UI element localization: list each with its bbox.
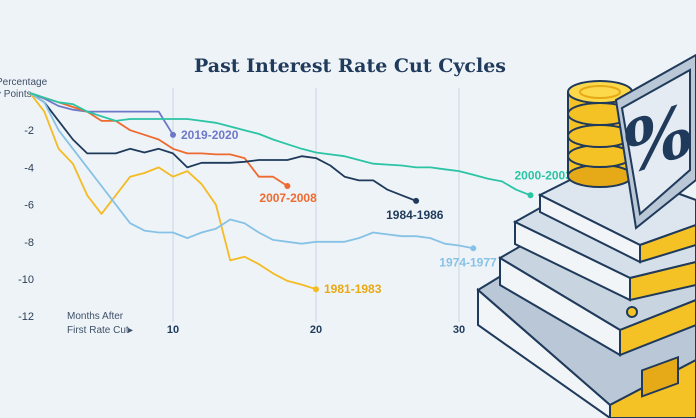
series-line-2019-2020 [29, 92, 174, 136]
y-axis-label-line-2: ▾ Points [0, 89, 32, 100]
series-end-point-1981-1983 [313, 286, 319, 293]
books-coins-illustration: % [476, 53, 696, 418]
series-labels: 2019-2020 2007-2008 1984-1986 1981-1983 1974… [181, 128, 572, 296]
series-end-point-2000-2003 [527, 192, 534, 199]
series-end-point-1974-1977 [470, 245, 477, 252]
chart-title: Past Interest Rate Cut Cycles [194, 55, 506, 77]
x-axis-label-line-2: First Rate Cut [67, 325, 129, 336]
y-tick-label--10: -10 [18, 274, 34, 286]
coin-top-inner [579, 85, 621, 99]
series-line-1984-1986 [29, 92, 417, 202]
series-line-2007-2008 [29, 92, 288, 187]
series-group [29, 92, 534, 293]
series-line-1974-1977 [29, 92, 474, 250]
book-bottom-pages [477, 287, 611, 418]
y-tick-label--2: -2 [24, 125, 34, 137]
x-tick-label-30: 30 [453, 324, 465, 336]
y-tick-label--4: -4 [24, 162, 34, 174]
x-tick-label-10: 10 [167, 324, 179, 336]
y-tick-label--8: -8 [24, 237, 34, 249]
series-label-2019-2020: 2019-2020 [181, 128, 239, 142]
grid [172, 88, 460, 322]
book-middle-spine [619, 298, 696, 357]
y-axis-label-line-1: Percentage [0, 77, 48, 88]
x-axis-label-line-1: Months After [67, 311, 124, 322]
coin-ring-1 [567, 164, 633, 188]
book-top-spine [639, 223, 696, 264]
series-label-1984-1986: 1984-1986 [386, 208, 444, 222]
y-tick-label--6: -6 [24, 200, 34, 212]
series-line-1981-1983 [29, 92, 317, 291]
series-end-point-1984-1986 [413, 197, 420, 204]
percent-block-face [620, 68, 691, 216]
series-end-point-2019-2020 [170, 131, 176, 138]
book-middle-knob [626, 306, 638, 318]
book-upper-spine [629, 260, 696, 302]
series-label-2007-2008: 2007-2008 [259, 191, 317, 205]
series-label-2000-2003: 2000-2003 [515, 168, 573, 182]
y-ticks: -2 -4 -6 -8 -10 -12 [18, 125, 34, 323]
book-bottom-label [641, 355, 679, 398]
x-tick-label-20: 20 [310, 324, 322, 336]
series-label-1981-1983: 1981-1983 [324, 282, 382, 296]
x-axis-arrow: ▸ [128, 325, 133, 336]
coin-ring-2 [567, 144, 633, 168]
series-label-1974-1977: 1974-1977 [439, 255, 497, 269]
series-end-point-2007-2008 [284, 183, 291, 189]
x-axis-label: Months After First Rate Cut ▸ [67, 311, 133, 336]
series-line-2000-2003 [29, 92, 531, 197]
y-axis-label: Percentage ▾ Points [0, 77, 48, 100]
x-ticks: 10 20 30 [167, 324, 465, 336]
y-tick-label--12: -12 [18, 311, 34, 323]
